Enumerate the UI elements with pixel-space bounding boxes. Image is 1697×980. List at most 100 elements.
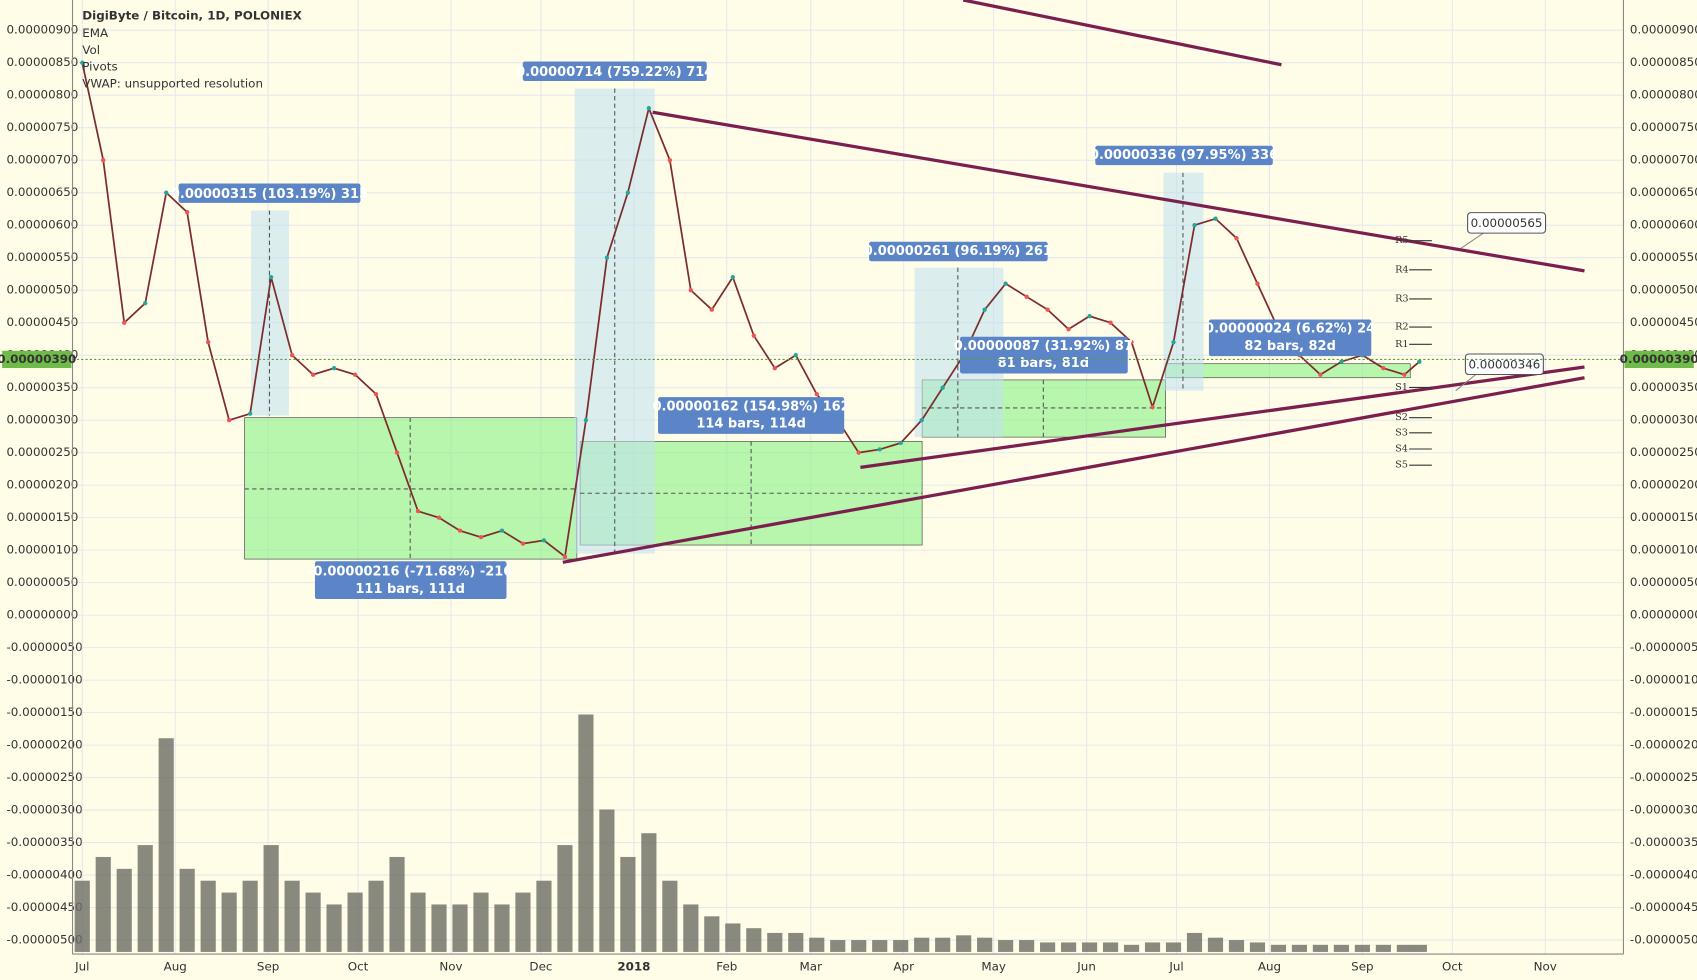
price-point: [415, 508, 421, 514]
y-tick-label: 0.00000850: [6, 55, 78, 69]
y-tick-label: -0.00000300: [6, 803, 82, 817]
pivot-label: R5: [1395, 235, 1409, 246]
volume-bar: [641, 833, 657, 952]
price-point: [373, 392, 379, 397]
measure-label: 111 bars, 111d: [355, 582, 465, 597]
price-point: [122, 320, 127, 325]
indicator: Pivots: [82, 59, 117, 73]
volume-bar: [893, 940, 909, 952]
trend-line: [962, 0, 1282, 67]
volume-bar: [1333, 944, 1349, 952]
volume-bar: [578, 714, 594, 952]
price-point: [1024, 294, 1029, 299]
x-tick-label: Apr: [893, 960, 914, 974]
y-tick-label: 0.00000850: [1630, 55, 1697, 69]
volume-bar: [557, 845, 573, 952]
x-tick-label: Aug: [164, 960, 187, 974]
y-tick-label: 0.00000800: [6, 88, 78, 102]
last-price-tag: [2, 350, 72, 369]
y-tick-label: 0.00000300: [1630, 413, 1697, 427]
price-point: [1417, 359, 1422, 364]
price-point: [856, 450, 861, 455]
volume-bar: [1144, 942, 1161, 952]
volume-bar: [1270, 944, 1287, 952]
x-tick-label: 2018: [617, 960, 650, 974]
volume-bar: [830, 940, 846, 952]
y-tick-label: 0.00000900: [6, 23, 78, 37]
volume-bar: [1312, 944, 1328, 952]
volume-bar: [1123, 944, 1140, 952]
y-tick-label: 0.00000350: [6, 380, 78, 394]
label-box: [869, 241, 1048, 262]
volume-bar: [1354, 944, 1370, 952]
y-tick-label: 0.00000100: [1630, 543, 1697, 557]
volume-bar: [1061, 942, 1077, 952]
price-point: [772, 366, 777, 371]
volume-bar: [1291, 944, 1308, 952]
y-tick-label: 0.00000750: [6, 120, 78, 134]
y-tick-label: 0.00000900: [1630, 23, 1697, 37]
x-tick-label: Dec: [529, 960, 552, 974]
pivot-label: R2: [1395, 322, 1409, 333]
x-tick-label: Nov: [439, 960, 462, 974]
label-box: [178, 183, 361, 203]
volume-bar: [1411, 944, 1427, 952]
measure-labels: 0.00000315 (103.19%) 315 0.00000714 (759…: [171, 61, 1375, 600]
pivot-label: R4: [1395, 264, 1409, 275]
x-tick-label: Jul: [1168, 960, 1183, 974]
price-point: [709, 307, 714, 312]
volume-bar: [305, 892, 321, 952]
y-tick-label: -0.00000150: [6, 705, 82, 719]
y-tick-label: -0.00000500: [1630, 933, 1697, 947]
volume-bar: [1228, 940, 1245, 952]
measure-label: 81 bars, 81d: [998, 356, 1090, 371]
y-tick-label: 0.00000200: [6, 478, 78, 492]
volume-bar: [431, 904, 447, 952]
price-point: [814, 392, 819, 397]
label-box: [1208, 319, 1372, 357]
price-point: [164, 190, 169, 195]
price-point: [646, 106, 652, 111]
y-tick-label: 0.00000650: [6, 185, 78, 199]
price-point: [1150, 404, 1155, 410]
volume-bar: [473, 892, 489, 952]
y-tick-label: 0.00000100: [6, 543, 78, 557]
price-point: [268, 275, 274, 280]
y-tick-label: -0.00000450: [1630, 900, 1697, 914]
price-point: [101, 158, 106, 163]
volume-bar: [158, 738, 174, 952]
callout-line: [1455, 371, 1479, 392]
volume-bar: [620, 856, 636, 952]
volume-bar: [998, 940, 1014, 952]
y-tick-label: 0.00000450: [1630, 315, 1697, 329]
measure-label: 0.00000162 (154.98%) 162: [653, 399, 850, 414]
y-tick-label: -0.00000300: [1630, 803, 1697, 817]
x-tick-label: Nov: [1534, 960, 1557, 974]
volume-bar: [1081, 942, 1098, 952]
callout: 0.00000346: [1468, 357, 1540, 371]
y-tick-label: -0.00000400: [6, 868, 82, 882]
indicator: Vol: [82, 43, 100, 57]
price-point: [730, 275, 735, 280]
label-box: [314, 561, 507, 600]
volume-bar: [368, 880, 384, 952]
price-point: [1129, 340, 1134, 345]
volume-bar: [725, 923, 741, 952]
x-tick-label: Oct: [348, 960, 369, 974]
volume-bar: [788, 932, 804, 952]
y-tick-label: -0.00000350: [1630, 835, 1697, 849]
x-tick-label: Feb: [716, 960, 737, 974]
price-point: [247, 411, 253, 416]
measure-label: 0.00000024 (6.62%) 24: [1205, 322, 1375, 337]
price-point: [877, 447, 882, 452]
price-point: [604, 255, 610, 260]
price-point: [331, 366, 337, 371]
volume-bar: [536, 880, 552, 952]
price-point: [80, 60, 85, 65]
x-tick-label: May: [981, 960, 1006, 974]
y-tick-label: -0.00000500: [6, 933, 82, 947]
price-point: [625, 190, 631, 195]
measure-label: -0.00000216 (-71.68%) -216: [308, 565, 512, 580]
price-point: [1087, 314, 1092, 319]
y-tick-label: -0.00000250: [6, 770, 82, 784]
